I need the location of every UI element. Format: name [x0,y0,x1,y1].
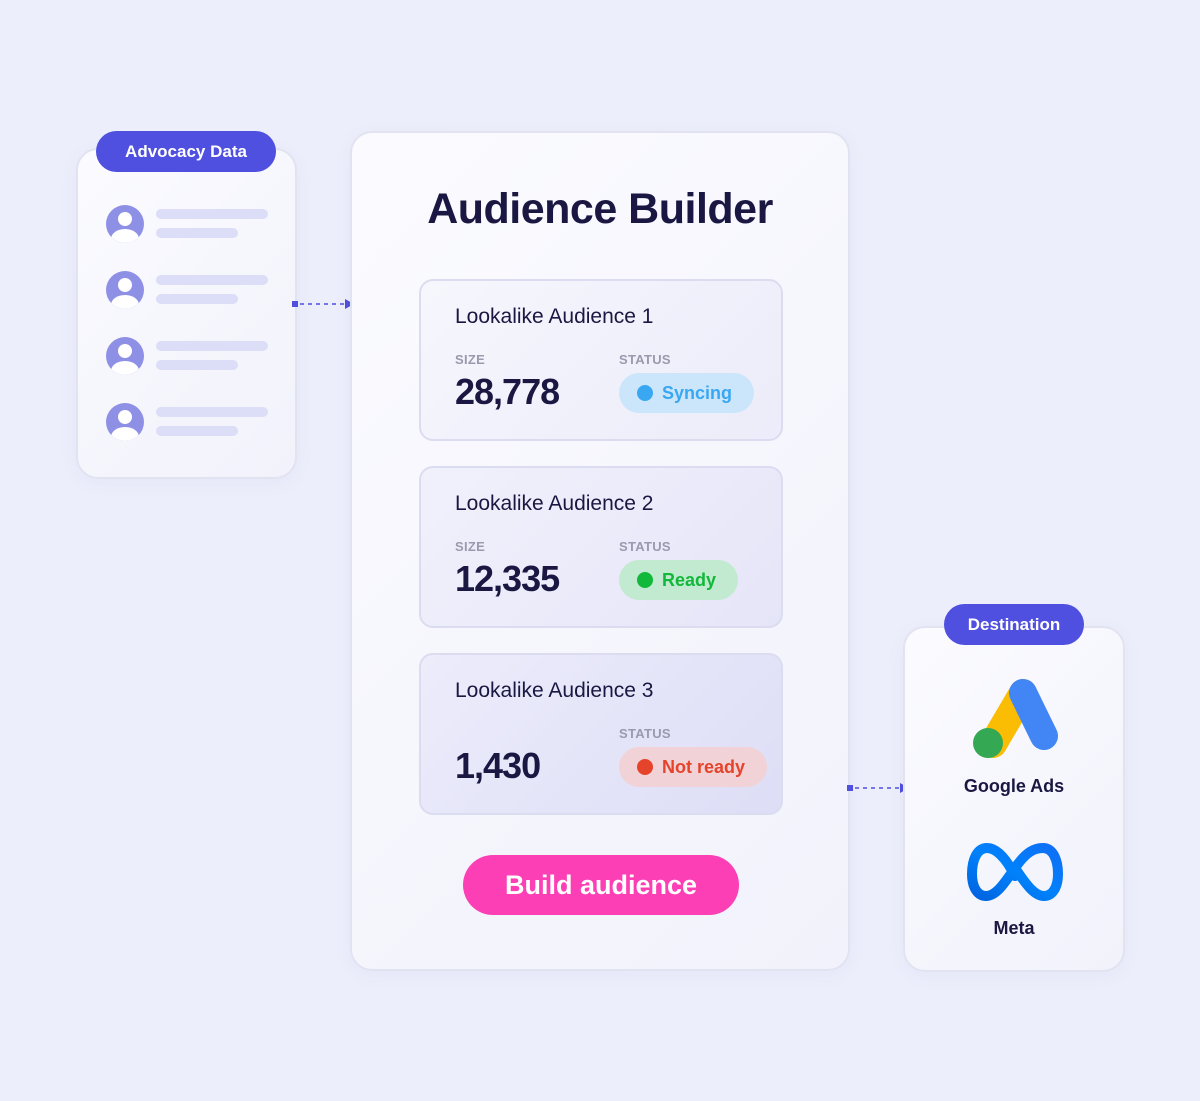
audience-name: Lookalike Audience 1 [455,305,654,328]
status-text: Syncing [662,382,733,403]
audience-name: Lookalike Audience 3 [455,679,654,702]
destination-title: Destination [944,604,1084,645]
status-badge: Not ready [619,747,768,787]
placeholder-line [156,228,238,238]
page-title: Audience Builder [427,185,773,233]
list-item[interactable] [106,337,272,377]
status-badge: Syncing [619,373,755,413]
destination-panel: Google Ads Meta [903,626,1125,972]
destination-google-ads[interactable]: Google Ads [905,678,1123,803]
audience-card[interactable]: Lookalike Audience 3 STATUS 1,430 Not re… [419,653,783,815]
placeholder-line [156,426,238,436]
audience-size: 1,430 [455,745,541,786]
status-dot-icon [637,385,653,401]
advocacy-data-panel [76,148,297,479]
status-dot-icon [637,759,653,775]
status-label: STATUS [619,352,671,367]
status-text: Not ready [662,756,746,777]
advocacy-data-title: Advocacy Data [96,131,276,172]
google-ads-icon [973,679,1058,758]
placeholder-line [156,407,268,417]
destination-meta[interactable]: Meta [905,840,1123,955]
audience-card[interactable]: Lookalike Audience 1 SIZE STATUS 28,778 … [419,279,783,441]
destination-label: Google Ads [963,776,1065,796]
placeholder-line [156,275,268,285]
list-item[interactable] [106,403,272,443]
status-text: Ready [662,569,717,590]
audience-size: 12,335 [455,558,560,599]
connector-arrow [847,783,909,793]
placeholder-line [156,294,238,304]
placeholder-line [156,209,268,219]
list-item[interactable] [106,205,272,245]
status-label: STATUS [619,539,671,554]
status-label: STATUS [619,726,671,741]
audience-name: Lookalike Audience 2 [455,492,654,515]
user-avatar-icon [106,403,144,441]
placeholder-line [156,341,268,351]
meta-icon [967,843,1063,901]
user-avatar-icon [106,205,144,243]
list-item[interactable] [106,271,272,311]
audience-size: 28,778 [455,371,560,412]
status-dot-icon [637,572,653,588]
size-label: SIZE [455,352,486,367]
placeholder-line [156,360,238,370]
user-avatar-icon [106,337,144,375]
status-badge: Ready [619,560,739,600]
build-audience-button[interactable]: Build audience [463,855,739,915]
size-label: SIZE [455,539,486,554]
connector-arrow [292,299,354,309]
destination-label: Meta [993,918,1035,938]
audience-builder-panel: Audience Builder Lookalike Audience 1 SI… [350,131,850,971]
user-avatar-icon [106,271,144,309]
audience-card[interactable]: Lookalike Audience 2 SIZE STATUS 12,335 … [419,466,783,628]
